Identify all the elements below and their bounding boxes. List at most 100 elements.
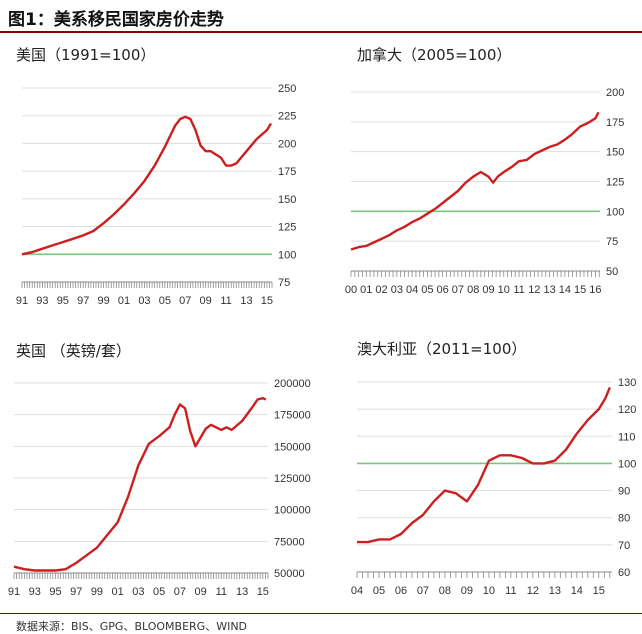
us-x-tick-label: 01 — [118, 295, 130, 307]
us-x-tick-label: 13 — [240, 295, 252, 307]
uk-x-tick-label: 99 — [91, 586, 103, 598]
australia-y-tick-label: 70 — [618, 540, 630, 552]
us-x-tick-label: 99 — [98, 295, 110, 307]
uk-x-tick-label: 09 — [194, 586, 206, 598]
canada-x-tick-label: 02 — [375, 284, 387, 296]
canada-x-tick-label: 11 — [513, 284, 524, 296]
us-x-tick-label: 95 — [57, 295, 69, 307]
australia-x-tick-label: 10 — [483, 585, 495, 597]
us-y-tick-label: 225 — [278, 111, 296, 123]
australia-y-tick-label: 80 — [618, 513, 630, 525]
canada-x-tick-label: 03 — [391, 284, 403, 296]
australia-x-tick-label: 08 — [439, 585, 451, 597]
australia-x-tick-label: 14 — [571, 585, 583, 597]
canada-y-tick-label: 175 — [606, 117, 624, 129]
australia-x-tick-label: 13 — [549, 585, 561, 597]
us-y-tick-label: 175 — [278, 166, 296, 178]
australia-series-line — [357, 386, 611, 544]
us-x-tick-label: 09 — [200, 295, 212, 307]
canada-y-tick-label: 75 — [606, 236, 618, 248]
australia-x-tick-label: 15 — [593, 585, 605, 597]
canada-x-tick-label: 12 — [528, 284, 540, 296]
chart-title-canada: 加拿大（2005=100） — [357, 46, 512, 64]
us-x-tick-label: 05 — [159, 295, 171, 307]
australia-y-tick-label: 130 — [618, 377, 636, 389]
canada-x-tick-label: 08 — [467, 284, 479, 296]
australia-x-tick-label: 09 — [461, 585, 473, 597]
us-x-tick-label: 15 — [261, 295, 273, 307]
uk-x-tick-label: 13 — [236, 586, 248, 598]
canada-y-tick-label: 125 — [606, 177, 624, 189]
data-source-note: 数据来源：BIS、GPG、BLOOMBERG、WIND — [16, 620, 248, 633]
uk-y-tick-label: 150000 — [274, 441, 311, 453]
canada-y-tick-label: 200 — [606, 87, 624, 99]
canada-x-tick-label: 07 — [452, 284, 464, 296]
us-y-tick-label: 150 — [278, 194, 296, 206]
uk-series-line — [13, 397, 267, 572]
uk-y-tick-label: 200000 — [274, 378, 311, 390]
canada-x-tick-label: 09 — [482, 284, 494, 296]
us-y-tick-label: 200 — [278, 138, 296, 150]
uk-y-tick-label: 100000 — [274, 505, 311, 517]
australia-y-tick-label: 100 — [618, 458, 636, 470]
uk-x-tick-label: 03 — [132, 586, 144, 598]
uk-y-tick-label: 50000 — [274, 568, 305, 580]
chart-title-australia: 澳大利亚（2011=100） — [357, 340, 527, 358]
us-y-tick-label: 125 — [278, 222, 296, 234]
us-y-tick-label: 75 — [278, 277, 290, 289]
canada-x-tick-label: 06 — [437, 284, 449, 296]
canada-x-tick-label: 13 — [543, 284, 555, 296]
uk-x-tick-label: 95 — [49, 586, 61, 598]
title-divider — [0, 31, 642, 33]
australia-x-tick-label: 05 — [373, 585, 385, 597]
us-x-tick-label: 93 — [36, 295, 48, 307]
us-chart-group: 75 100 125 150 175 200 225 250 91 93 95 97 99 01 03 05 0… — [16, 83, 296, 307]
australia-y-tick-label: 120 — [618, 404, 636, 416]
uk-x-tick-label: 05 — [153, 586, 165, 598]
us-x-tick-label: 03 — [138, 295, 150, 307]
canada-x-tick-label: 01 — [360, 284, 372, 296]
canada-chart-group: 50 75 100 125 150 175 200 00 01 02 03 04 05 06 07 08 09 1… — [345, 87, 624, 296]
canada-y-tick-label: 50 — [606, 266, 618, 278]
uk-x-tick-label: 91 — [8, 586, 20, 598]
uk-y-tick-label: 175000 — [274, 410, 311, 422]
australia-y-tick-label: 60 — [618, 567, 630, 579]
uk-y-tick-label: 75000 — [274, 536, 305, 548]
canada-x-tick-label: 05 — [421, 284, 433, 296]
us-x-tick-label: 97 — [77, 295, 89, 307]
uk-x-tick-label: 07 — [174, 586, 186, 598]
canada-x-tick-label: 14 — [559, 284, 571, 296]
us-y-tick-label: 250 — [278, 83, 296, 95]
canada-x-tick-label: 15 — [574, 284, 586, 296]
us-x-tick-label: 11 — [220, 295, 231, 307]
uk-x-tick-label: 11 — [216, 586, 227, 598]
us-x-tick-label: 07 — [179, 295, 191, 307]
uk-chart-group: 50000 75000 100000 125000 150000 175000 200000… — [8, 378, 311, 598]
canada-x-tick-label: 04 — [406, 284, 418, 296]
canada-y-tick-label: 150 — [606, 147, 624, 159]
uk-x-tick-label: 15 — [257, 586, 269, 598]
us-series-line — [21, 115, 273, 256]
footer-divider — [0, 613, 642, 614]
uk-y-tick-label: 125000 — [274, 473, 311, 485]
australia-x-tick-label: 07 — [417, 585, 429, 597]
australia-x-tick-label: 06 — [395, 585, 407, 597]
canada-y-tick-label: 100 — [606, 206, 624, 218]
uk-x-tick-label: 01 — [112, 586, 124, 598]
us-y-tick-label: 100 — [278, 249, 296, 261]
chart-title-uk: 英国 （英镑/套） — [16, 342, 131, 360]
canada-x-tick-label: 10 — [498, 284, 510, 296]
chart-title-us: 美国（1991=100） — [16, 46, 156, 64]
canada-x-tick-label: 16 — [589, 284, 601, 296]
us-x-tick-label: 91 — [16, 295, 28, 307]
australia-y-tick-label: 110 — [618, 431, 636, 443]
australia-x-tick-label: 04 — [351, 585, 363, 597]
canada-x-tick-label: 00 — [345, 284, 357, 296]
australia-x-tick-label: 12 — [527, 585, 539, 597]
uk-x-tick-label: 93 — [29, 586, 41, 598]
australia-x-tick-label: 11 — [505, 585, 516, 597]
australia-y-tick-label: 90 — [618, 486, 630, 498]
canada-series-line — [350, 111, 600, 251]
uk-x-tick-label: 97 — [70, 586, 82, 598]
